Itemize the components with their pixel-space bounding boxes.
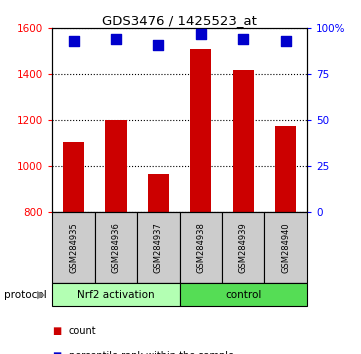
Bar [63, 142, 84, 212]
Text: GSM284936: GSM284936 [112, 222, 121, 273]
Point [71, 38, 77, 44]
Text: GSM284939: GSM284939 [239, 222, 248, 273]
Bar [179, 283, 307, 306]
Text: count: count [69, 326, 96, 336]
Text: GSM284937: GSM284937 [154, 222, 163, 273]
Bar [52, 283, 179, 306]
Bar [264, 212, 307, 283]
Bar [148, 174, 169, 212]
Point [240, 36, 246, 42]
Point [113, 36, 119, 42]
Bar [275, 126, 296, 212]
Text: GSM284935: GSM284935 [69, 222, 78, 273]
Bar [52, 212, 95, 283]
Text: ▶: ▶ [37, 290, 46, 300]
Point [283, 38, 288, 44]
Text: GSM284940: GSM284940 [281, 222, 290, 273]
Bar [137, 212, 179, 283]
Text: control: control [225, 290, 261, 300]
Text: percentile rank within the sample: percentile rank within the sample [69, 351, 234, 354]
Text: Nrf2 activation: Nrf2 activation [77, 290, 155, 300]
Title: GDS3476 / 1425523_at: GDS3476 / 1425523_at [102, 14, 257, 27]
Point [198, 31, 204, 37]
Text: GSM284938: GSM284938 [196, 222, 205, 273]
Bar [232, 70, 254, 212]
Text: protocol: protocol [4, 290, 46, 300]
Point [156, 42, 161, 48]
Bar [105, 120, 127, 212]
Text: ■: ■ [52, 351, 62, 354]
Bar [95, 212, 137, 283]
Text: ■: ■ [52, 326, 62, 336]
Bar [179, 212, 222, 283]
Bar [190, 49, 212, 212]
Bar [222, 212, 264, 283]
